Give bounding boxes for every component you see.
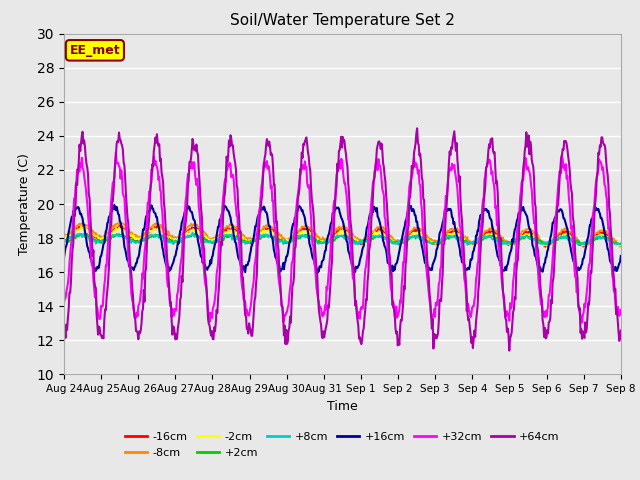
Title: Soil/Water Temperature Set 2: Soil/Water Temperature Set 2 xyxy=(230,13,455,28)
Text: EE_met: EE_met xyxy=(70,44,120,57)
X-axis label: Time: Time xyxy=(327,400,358,413)
Legend: -16cm, -8cm, -2cm, +2cm, +8cm, +16cm, +32cm, +64cm: -16cm, -8cm, -2cm, +2cm, +8cm, +16cm, +3… xyxy=(121,428,564,462)
Y-axis label: Temperature (C): Temperature (C) xyxy=(18,153,31,255)
